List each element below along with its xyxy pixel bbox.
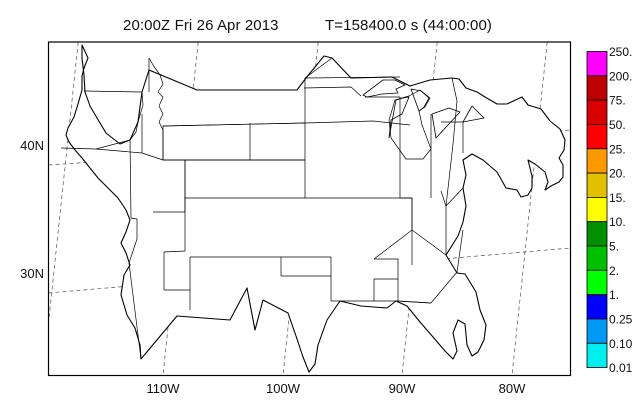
svg-text:0.25: 0.25 — [609, 313, 633, 327]
svg-text:40N: 40N — [20, 138, 44, 153]
svg-text:5.: 5. — [609, 240, 619, 254]
svg-text:1.: 1. — [609, 288, 619, 302]
svg-text:100W: 100W — [266, 381, 301, 396]
svg-text:0.10: 0.10 — [609, 337, 633, 351]
svg-text:20:00Z Fri 26 Apr 2013: 20:00Z Fri 26 Apr 2013 — [123, 17, 279, 34]
svg-text:80W: 80W — [499, 381, 526, 396]
svg-text:250.: 250. — [609, 45, 632, 59]
svg-text:15.: 15. — [609, 191, 626, 205]
svg-text:20.: 20. — [609, 167, 626, 181]
svg-text:0.01: 0.01 — [609, 361, 633, 375]
svg-text:200.: 200. — [609, 69, 632, 83]
svg-text:25.: 25. — [609, 142, 626, 156]
svg-text:50.: 50. — [609, 118, 626, 132]
svg-text:T=158400.0 s (44:00:00): T=158400.0 s (44:00:00) — [325, 17, 492, 34]
svg-text:110W: 110W — [147, 381, 181, 396]
svg-text:10.: 10. — [609, 215, 626, 229]
svg-text:30N: 30N — [20, 266, 44, 281]
svg-text:2.: 2. — [609, 264, 619, 278]
svg-text:75.: 75. — [609, 94, 626, 108]
svg-text:90W: 90W — [389, 381, 416, 396]
